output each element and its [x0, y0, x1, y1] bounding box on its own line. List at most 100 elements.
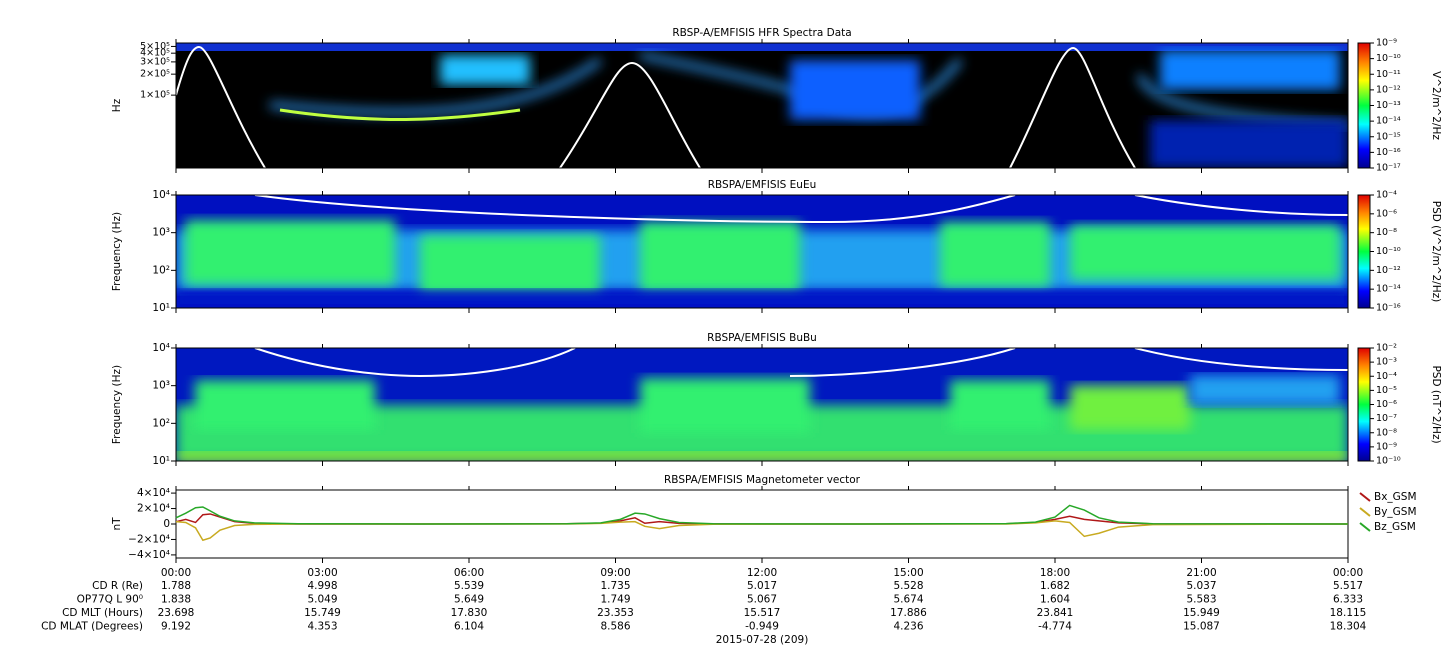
- colorbar-tick-label: 10⁻⁹: [1376, 38, 1397, 49]
- data-line: [175, 520, 1349, 542]
- legend-swatch: [1359, 522, 1371, 532]
- x-tick-label: 21:00: [1186, 567, 1216, 579]
- colorbar-label: PSD (nT^2/Hz): [1430, 365, 1442, 443]
- colorbar-tick-label: 10⁻⁶: [1376, 208, 1397, 219]
- colorbar-label: PSD (V^2/m^2/Hz): [1430, 201, 1442, 302]
- panel-title: RBSPA/EMFISIS EuEu: [708, 179, 817, 191]
- colorbar-tick-label: 10⁻⁴: [1376, 371, 1397, 382]
- y-tick-label: 5×10⁵: [140, 41, 170, 52]
- colorbar-tick-label: 10⁻³: [1376, 357, 1397, 368]
- spectrogram-texture: [176, 195, 1348, 308]
- ephemeris-value: 4.998: [307, 580, 337, 592]
- x-tick-label: 15:00: [893, 567, 923, 579]
- y-tick-label: 4×10⁴: [137, 487, 170, 499]
- colorbar-tick-label: 10⁻¹⁵: [1376, 131, 1401, 142]
- x-tick-label: 09:00: [600, 567, 630, 579]
- ephemeris-label: CD MLAT (Degrees): [41, 621, 143, 633]
- colorbar-tick-label: 10⁻¹⁰: [1376, 246, 1401, 257]
- legend-swatch: [1359, 507, 1371, 517]
- colorbar-tick-label: 10⁻¹⁶: [1376, 303, 1401, 314]
- ephemeris-value: 5.037: [1186, 580, 1216, 592]
- colorbar-tick-label: 10⁻¹⁰: [1376, 53, 1401, 64]
- data-line: [175, 513, 1349, 525]
- ephemeris-value: 5.674: [893, 594, 923, 606]
- ephemeris-value: -4.774: [1038, 621, 1072, 633]
- y-axis-label: Hz: [111, 98, 123, 112]
- y-tick-label: 10²: [152, 264, 170, 276]
- y-axis-label: Frequency (Hz): [111, 212, 123, 291]
- y-tick-label: 0: [163, 518, 170, 530]
- ephemeris-value: 8.586: [600, 621, 630, 633]
- ephemeris-value: 23.353: [597, 607, 634, 619]
- colorbar-tick-label: 10⁻¹³: [1376, 100, 1401, 111]
- ephemeris-value: 6.104: [454, 621, 484, 633]
- ephemeris-value: 18.304: [1330, 621, 1367, 633]
- ephemeris-value: -0.949: [745, 621, 779, 633]
- y-tick-label: 10³: [152, 380, 170, 392]
- ephemeris-value: 5.049: [307, 594, 337, 606]
- ephemeris-value: 1.788: [161, 580, 191, 592]
- colorbar-tick-label: 10⁻¹²: [1376, 84, 1401, 95]
- colorbar-tick-label: 10⁻⁶: [1376, 399, 1397, 410]
- ephemeris-value: 23.698: [158, 607, 195, 619]
- y-tick-label: 1×10⁵: [140, 90, 170, 101]
- ephemeris-value: 5.649: [454, 594, 484, 606]
- ephemeris-value: 17.830: [451, 607, 488, 619]
- x-tick-label: 06:00: [454, 567, 484, 579]
- panel-title: RBSPA/EMFISIS BuBu: [707, 332, 817, 344]
- colorbar-tick-label: 10⁻¹⁶: [1376, 147, 1401, 158]
- ephemeris-value: 5.583: [1186, 594, 1216, 606]
- x-tick-label: 00:00: [1333, 567, 1363, 579]
- colorbar-tick-label: 10⁻¹⁴: [1376, 116, 1401, 127]
- ephemeris-value: 5.517: [1333, 580, 1363, 592]
- ephemeris-value: 1.838: [161, 594, 191, 606]
- colorbar-tick-label: 10⁻¹⁷: [1376, 163, 1401, 174]
- ephemeris-value: 5.539: [454, 580, 484, 592]
- y-axis-label: Frequency (Hz): [111, 365, 123, 444]
- ephemeris-value: 15.517: [744, 607, 781, 619]
- colorbar-tick-label: 10⁻⁷: [1376, 413, 1397, 424]
- colorbar-tick-label: 10⁻⁸: [1376, 227, 1397, 238]
- colorbar-tick-label: 10⁻¹²: [1376, 265, 1401, 276]
- y-tick-label: 2×10⁴: [137, 503, 170, 515]
- y-tick-label: 3×10⁵: [140, 56, 170, 67]
- data-line: [175, 504, 1349, 525]
- ephemeris-value: 5.528: [893, 580, 923, 592]
- ephemeris-value: 18.115: [1330, 607, 1367, 619]
- legend-label: Bx_GSM: [1374, 491, 1417, 503]
- colorbar-tick-label: 10⁻⁹: [1376, 441, 1397, 452]
- colorbars: [1358, 43, 1370, 461]
- colorbar-label: V^2/m^2/Hz: [1430, 71, 1442, 140]
- ephemeris-value: 1.604: [1040, 594, 1070, 606]
- panel-title: RBSPA/EMFISIS Magnetometer vector: [664, 474, 861, 486]
- colorbar-tick-label: 10⁻⁸: [1376, 427, 1397, 438]
- x-tick-label: 18:00: [1040, 567, 1070, 579]
- y-tick-label: 2×10⁵: [140, 69, 170, 80]
- colorbar-tick-label: 10⁻¹¹: [1376, 69, 1401, 80]
- y-tick-label: 10¹: [152, 302, 170, 314]
- legend-label: Bz_GSM: [1374, 521, 1416, 533]
- y-tick-label: 10¹: [152, 455, 170, 467]
- ephemeris-value: 1.682: [1040, 580, 1070, 592]
- y-tick-label: 10⁴: [152, 189, 170, 201]
- y-tick-label: −4×10⁴: [128, 549, 170, 561]
- ephemeris-value: 15.949: [1183, 607, 1220, 619]
- ephemeris-label: OP77Q L 90⁰: [77, 594, 143, 606]
- ephemeris-label: CD MLT (Hours): [62, 607, 143, 619]
- ephemeris-value: 9.192: [161, 621, 191, 633]
- x-tick-label: 12:00: [747, 567, 777, 579]
- ephemeris-label: CD R (Re): [92, 580, 143, 592]
- colorbar-tick-label: 10⁻⁴: [1376, 190, 1397, 201]
- spectrogram-texture: [176, 348, 1348, 461]
- colorbar-tick-label: 10⁻²: [1376, 343, 1397, 354]
- x-tick-label: 03:00: [307, 567, 337, 579]
- ephemeris-value: 5.017: [747, 580, 777, 592]
- ephemeris-value: 5.067: [747, 594, 777, 606]
- y-axis-label: nT: [111, 517, 123, 531]
- ephemeris-value: 23.841: [1037, 607, 1074, 619]
- colorbar-tick-label: 10⁻¹⁰: [1376, 456, 1401, 467]
- y-tick-label: 10³: [152, 227, 170, 239]
- panel-title: RBSP-A/EMFISIS HFR Spectra Data: [672, 27, 851, 39]
- y-tick-label: 4×10⁵: [140, 48, 170, 59]
